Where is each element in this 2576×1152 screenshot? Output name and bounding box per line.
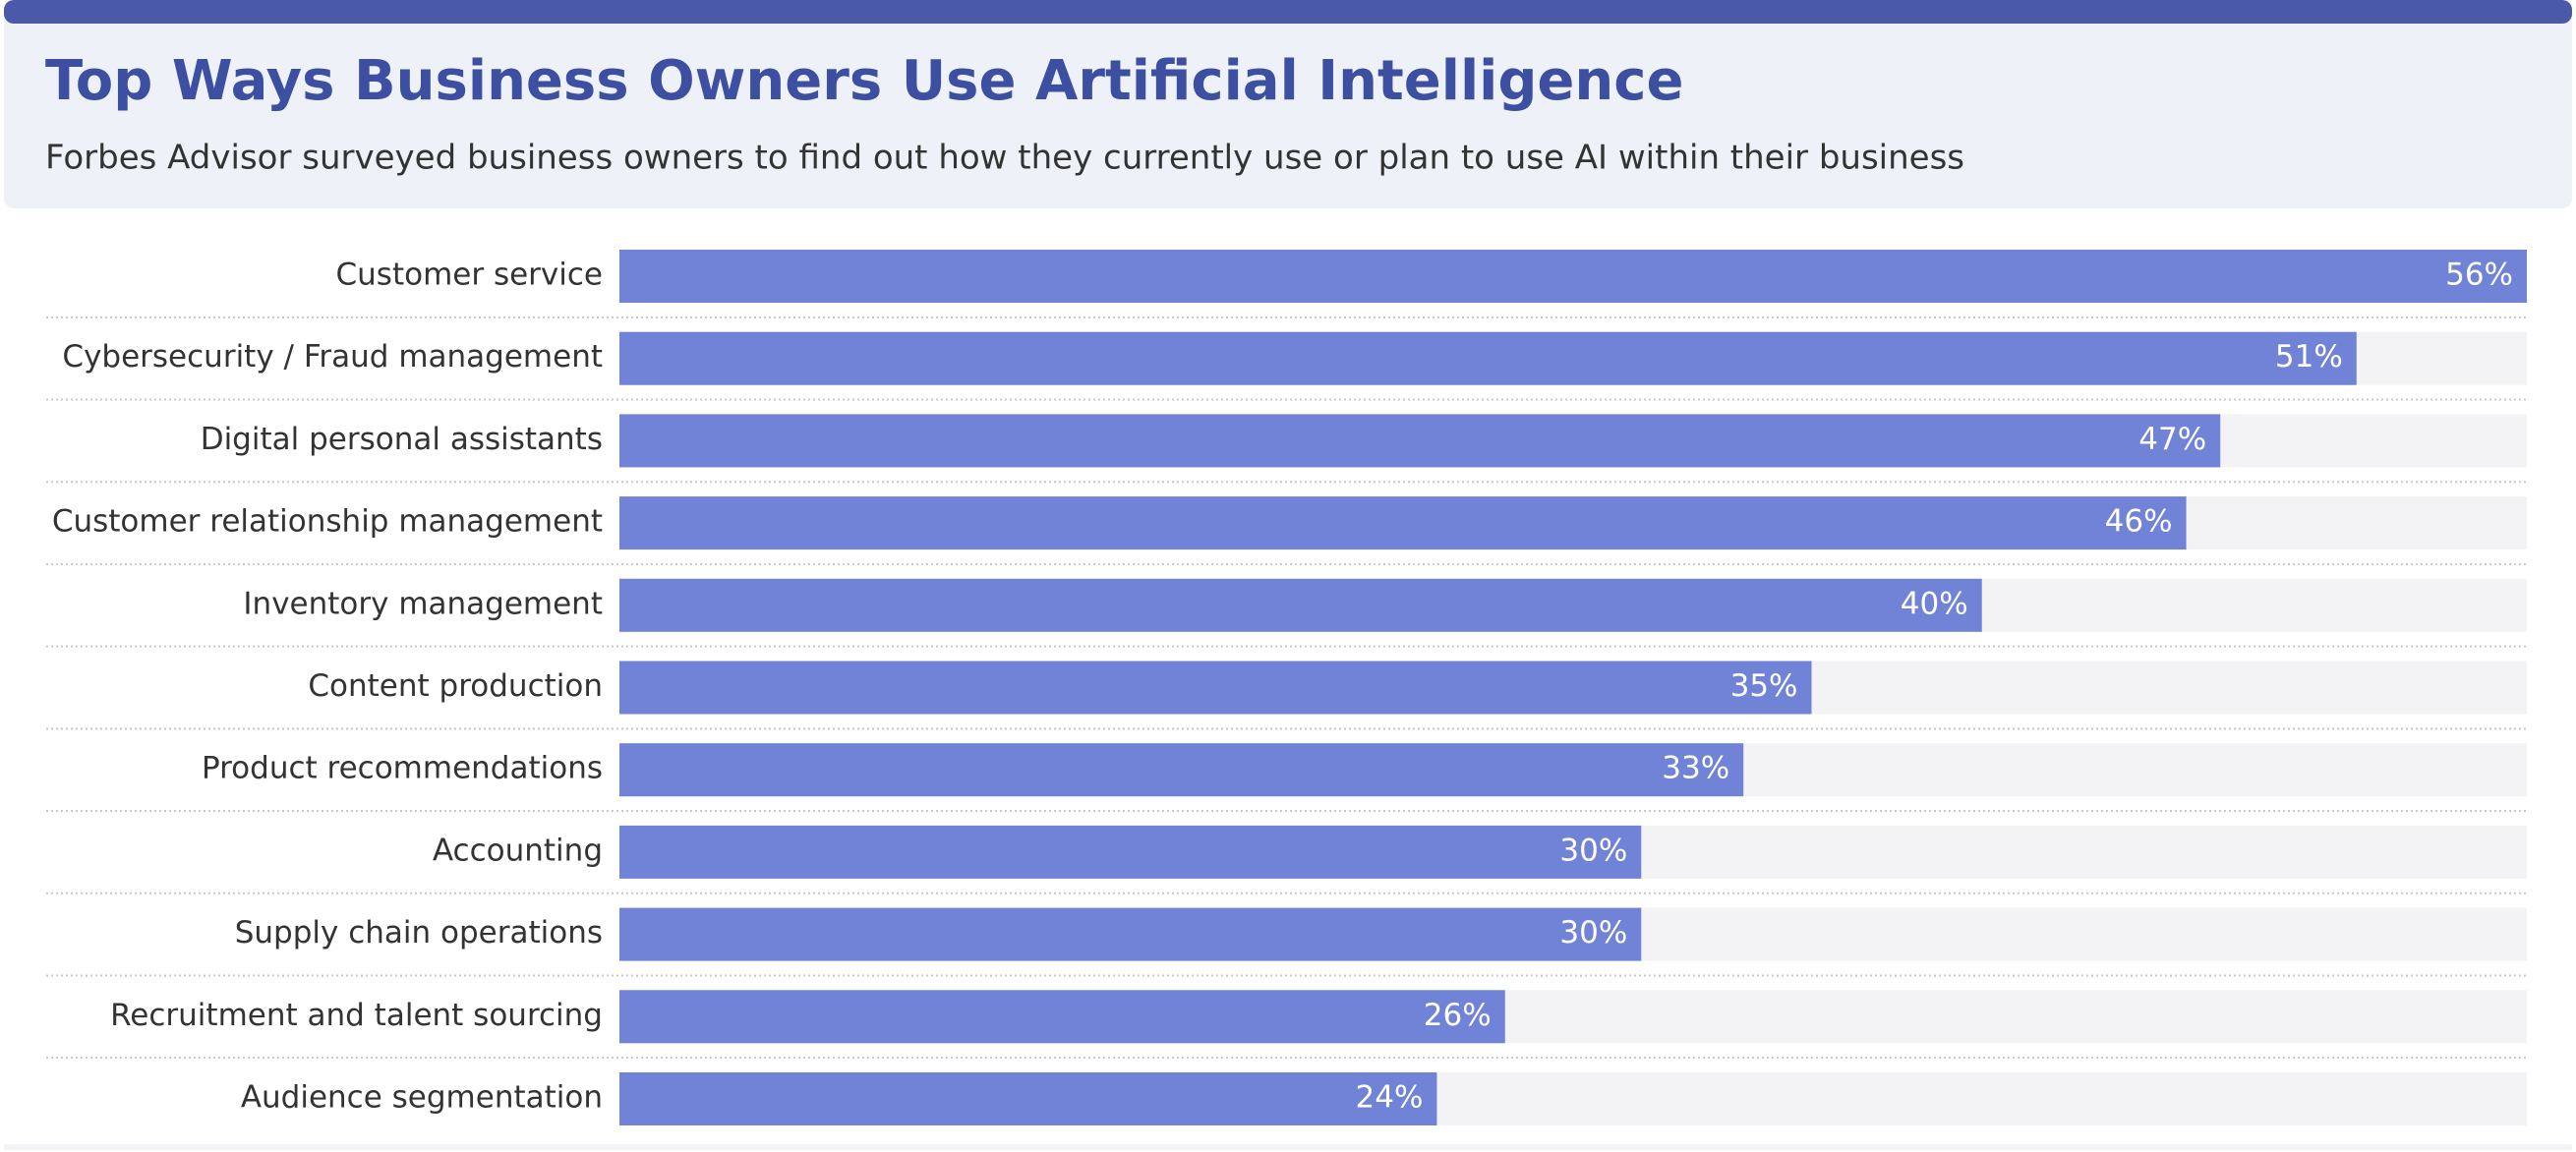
category-label: Accounting	[433, 833, 603, 868]
footer-edge	[4, 1144, 2572, 1150]
bar	[619, 743, 1744, 797]
value-label: 40%	[1901, 586, 1968, 621]
bar	[619, 578, 1982, 632]
bar	[619, 661, 1812, 715]
chart-title: Top Ways Business Owners Use Artificial …	[45, 49, 1683, 113]
bar	[619, 1072, 1437, 1125]
category-label: Supply chain operations	[235, 915, 603, 950]
header-bar	[4, 0, 2572, 24]
bar	[619, 496, 2187, 550]
bar	[619, 990, 1505, 1044]
category-label: Digital personal assistants	[201, 422, 603, 457]
value-label: 33%	[1662, 751, 1729, 786]
category-label: Audience segmentation	[241, 1080, 603, 1116]
category-label: Product recommendations	[202, 751, 603, 786]
category-label: Recruitment and talent sourcing	[110, 998, 603, 1033]
value-label: 26%	[1424, 998, 1492, 1033]
value-label: 24%	[1356, 1080, 1424, 1116]
category-label: Cybersecurity / Fraud management	[62, 339, 603, 374]
category-label: Content production	[308, 668, 603, 704]
value-label: 51%	[2275, 339, 2343, 374]
value-label: 46%	[2105, 504, 2173, 540]
category-label: Customer service	[336, 258, 603, 293]
bar	[619, 414, 2221, 468]
value-label: 56%	[2445, 258, 2513, 293]
bar	[619, 331, 2357, 385]
value-label: 47%	[2138, 422, 2206, 457]
header-background	[4, 0, 2572, 208]
value-label: 30%	[1559, 915, 1627, 950]
category-label: Inventory management	[243, 586, 603, 621]
bar	[619, 825, 1642, 879]
bar	[619, 250, 2527, 303]
category-label: Customer relationship management	[52, 504, 603, 540]
value-label: 35%	[1730, 668, 1798, 704]
value-label: 30%	[1559, 833, 1627, 868]
bar	[619, 907, 1642, 961]
chart-subtitle: Forbes Advisor surveyed business owners …	[45, 139, 1964, 178]
